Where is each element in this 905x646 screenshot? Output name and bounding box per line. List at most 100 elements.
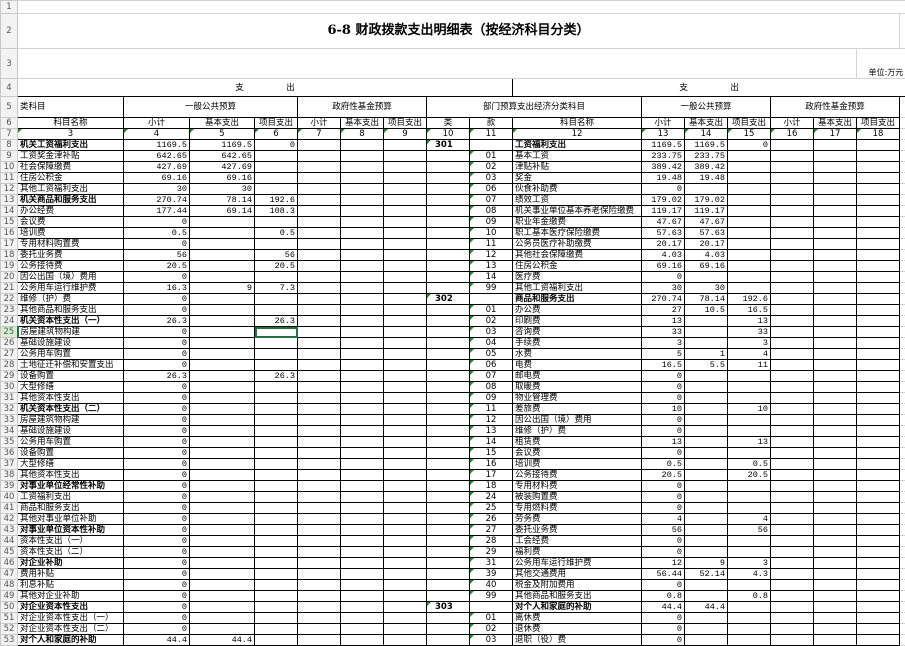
right-item-name[interactable]: 退职（役）费 (513, 635, 642, 646)
fund-value[interactable] (814, 338, 857, 349)
left-value[interactable] (190, 613, 255, 624)
left-value[interactable]: 0 (124, 470, 190, 481)
fund-value[interactable] (341, 569, 384, 580)
fund-value[interactable] (341, 250, 384, 261)
row-header[interactable]: 11 (1, 173, 18, 184)
column-number[interactable]: 7 (298, 129, 341, 140)
left-value[interactable] (190, 514, 255, 525)
left-value[interactable]: 0 (124, 558, 190, 569)
fund-value[interactable] (857, 338, 900, 349)
fund-value[interactable] (857, 206, 900, 217)
right-value[interactable]: 3 (728, 338, 771, 349)
right-kuan[interactable]: 24 (470, 492, 513, 503)
right-lei[interactable] (427, 261, 470, 272)
right-kuan[interactable]: 11 (470, 404, 513, 415)
left-value[interactable] (255, 569, 298, 580)
fund-value[interactable] (298, 492, 341, 503)
right-value[interactable]: 0 (642, 580, 685, 591)
left-value[interactable] (255, 239, 298, 250)
row-header[interactable]: 46 (1, 558, 18, 569)
right-item-name[interactable]: 印刷费 (513, 316, 642, 327)
right-value[interactable]: 11 (728, 360, 771, 371)
right-kuan[interactable]: 13 (470, 426, 513, 437)
header-left-category[interactable]: 类科目 (18, 97, 124, 118)
left-value[interactable] (190, 217, 255, 228)
row-header[interactable]: 1 (1, 1, 18, 14)
right-value[interactable] (685, 503, 728, 514)
right-value[interactable]: 0 (642, 536, 685, 547)
fund-value[interactable] (384, 437, 427, 448)
fund-value[interactable] (298, 140, 341, 151)
cell[interactable] (900, 338, 905, 349)
left-value[interactable] (255, 349, 298, 360)
fund-value[interactable] (814, 151, 857, 162)
right-value[interactable] (728, 536, 771, 547)
fund-value[interactable] (298, 371, 341, 382)
cell[interactable] (900, 602, 905, 613)
right-lei[interactable] (427, 327, 470, 338)
fund-value[interactable] (771, 602, 814, 613)
left-value[interactable]: 0 (124, 272, 190, 283)
column-number[interactable]: 6 (255, 129, 298, 140)
left-item-name[interactable]: 对个人和家庭的补助 (18, 635, 124, 646)
left-item-name[interactable]: 工资福利支出 (18, 492, 124, 503)
right-value[interactable]: 0 (642, 613, 685, 624)
fund-value[interactable] (384, 327, 427, 338)
right-value[interactable]: 389.42 (642, 162, 685, 173)
right-item-name[interactable]: 其他商品和服务支出 (513, 591, 642, 602)
fund-value[interactable] (857, 481, 900, 492)
left-value[interactable] (190, 360, 255, 371)
right-value[interactable]: 4.03 (642, 250, 685, 261)
fund-value[interactable] (814, 481, 857, 492)
right-value[interactable]: 0 (642, 448, 685, 459)
fund-value[interactable] (298, 173, 341, 184)
right-lei[interactable] (427, 305, 470, 316)
fund-value[interactable] (857, 470, 900, 481)
fund-value[interactable] (857, 393, 900, 404)
fund-value[interactable] (857, 602, 900, 613)
cell[interactable] (900, 492, 905, 503)
row-header[interactable]: 36 (1, 448, 18, 459)
fund-value[interactable] (814, 195, 857, 206)
left-value[interactable] (190, 448, 255, 459)
cell[interactable] (900, 470, 905, 481)
fund-value[interactable] (857, 514, 900, 525)
left-item-name[interactable]: 机关资本性支出（一） (18, 316, 124, 327)
fund-value[interactable] (814, 514, 857, 525)
right-value[interactable]: 30 (642, 283, 685, 294)
row-header[interactable]: 45 (1, 547, 18, 558)
fund-value[interactable] (771, 283, 814, 294)
left-value[interactable] (255, 360, 298, 371)
fund-value[interactable] (298, 393, 341, 404)
fund-value[interactable] (384, 426, 427, 437)
fund-value[interactable] (814, 569, 857, 580)
fund-value[interactable] (771, 591, 814, 602)
fund-value[interactable] (814, 459, 857, 470)
column-number[interactable]: 14 (685, 129, 728, 140)
left-value[interactable] (255, 404, 298, 415)
left-item-name[interactable]: 其他对事业单位补助 (18, 514, 124, 525)
right-item-name[interactable]: 其他工资福利支出 (513, 283, 642, 294)
right-kuan[interactable]: 01 (470, 613, 513, 624)
fund-value[interactable] (857, 624, 900, 635)
left-value[interactable]: 0 (124, 580, 190, 591)
fund-value[interactable] (298, 250, 341, 261)
fund-value[interactable] (814, 140, 857, 151)
fund-value[interactable] (298, 525, 341, 536)
fund-value[interactable] (857, 591, 900, 602)
row-header[interactable]: 29 (1, 371, 18, 382)
right-value[interactable]: 19.48 (685, 173, 728, 184)
right-value[interactable] (685, 437, 728, 448)
row-header[interactable]: 15 (1, 217, 18, 228)
left-value[interactable] (255, 162, 298, 173)
right-value[interactable]: 16.5 (642, 360, 685, 371)
left-value[interactable] (190, 404, 255, 415)
left-value[interactable] (255, 503, 298, 514)
left-value[interactable]: 0 (124, 536, 190, 547)
fund-value[interactable] (771, 382, 814, 393)
fund-value[interactable] (298, 415, 341, 426)
fund-value[interactable] (384, 481, 427, 492)
left-value[interactable]: 0 (124, 338, 190, 349)
fund-value[interactable] (384, 316, 427, 327)
left-value[interactable] (255, 635, 298, 646)
